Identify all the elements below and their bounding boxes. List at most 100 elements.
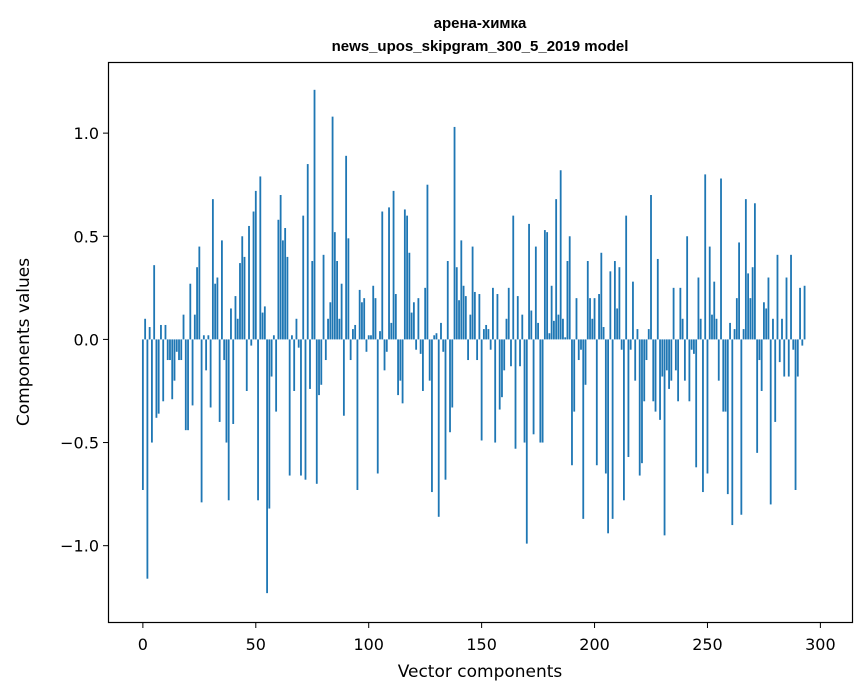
bar: [740, 339, 743, 515]
bar: [392, 190, 395, 340]
bar: [230, 308, 232, 340]
bar: [354, 324, 357, 340]
bar: [697, 277, 700, 340]
y-tick-label: −1.0: [60, 537, 99, 556]
bar: [501, 339, 503, 398]
bar: [512, 215, 515, 340]
bars-group: [141, 89, 806, 594]
bar: [455, 267, 458, 340]
bar: [586, 261, 589, 340]
bar: [663, 339, 666, 536]
bar: [331, 116, 334, 340]
bar: [187, 339, 189, 431]
bar: [654, 339, 657, 412]
bar: [571, 339, 573, 466]
y-tick-label: 0.5: [74, 227, 99, 246]
bar: [510, 339, 512, 367]
bar: [166, 339, 169, 361]
bar: [480, 339, 483, 441]
bar: [604, 339, 607, 474]
bar: [758, 339, 761, 361]
bar: [397, 339, 399, 396]
bar: [735, 298, 738, 340]
bar: [636, 329, 639, 340]
bar: [259, 176, 262, 340]
bar: [286, 256, 289, 340]
bar: [467, 339, 469, 361]
bar: [543, 230, 546, 340]
bar: [358, 289, 361, 340]
bar: [650, 195, 652, 340]
bar: [374, 298, 377, 340]
bar: [141, 339, 144, 490]
bar: [320, 339, 323, 385]
bar: [383, 339, 386, 371]
bar: [241, 236, 244, 340]
bar: [473, 291, 476, 340]
bar: [422, 339, 424, 391]
bar: [458, 300, 460, 340]
bar: [270, 339, 273, 377]
bar: [245, 339, 248, 391]
bar: [602, 327, 605, 340]
bar: [485, 324, 488, 340]
bar: [478, 294, 481, 340]
bar: [523, 339, 526, 443]
bar: [772, 318, 774, 340]
bar: [665, 339, 668, 371]
x-tick-label: 300: [805, 635, 836, 654]
bar: [690, 339, 693, 350]
bar: [266, 339, 268, 594]
bar: [239, 263, 241, 340]
bar: [277, 219, 280, 340]
bar: [365, 339, 368, 352]
bar: [182, 314, 185, 340]
bar: [178, 339, 180, 361]
bar: [333, 232, 336, 340]
bar: [169, 339, 171, 361]
bar: [218, 339, 221, 422]
bar: [584, 339, 587, 385]
bar: [537, 322, 539, 340]
bar: [555, 199, 558, 340]
bar: [160, 324, 162, 340]
bar: [232, 339, 235, 424]
bar: [275, 339, 278, 412]
bar: [785, 277, 788, 340]
bar: [720, 178, 722, 340]
bar: [767, 277, 770, 340]
bar: [638, 339, 641, 476]
bar: [444, 339, 447, 480]
bar: [311, 261, 314, 340]
bar: [162, 339, 165, 402]
bar: [363, 298, 366, 340]
bar: [733, 329, 736, 340]
bar: [632, 281, 634, 340]
bar: [573, 339, 576, 412]
bar: [656, 258, 659, 340]
bar: [424, 287, 427, 340]
bar: [717, 339, 720, 381]
bar: [711, 314, 713, 340]
chart-subtitle: news_upos_skipgram_300_5_2019 model: [332, 38, 629, 55]
bar: [338, 318, 341, 340]
bar: [279, 195, 282, 340]
bar: [688, 339, 691, 402]
bar: [399, 339, 402, 381]
bar: [643, 339, 646, 402]
bar: [189, 283, 192, 340]
bar: [681, 318, 684, 340]
x-axis-ticks: 0 50 100 150 200 250 300: [138, 622, 836, 654]
bar: [390, 322, 393, 340]
bar: [403, 209, 406, 340]
y-tick-label: 1.0: [74, 124, 99, 143]
bar: [496, 294, 499, 340]
bar: [394, 294, 397, 340]
bar: [530, 310, 533, 340]
bar: [340, 283, 343, 340]
bar: [415, 339, 418, 350]
bar: [803, 285, 806, 340]
bar: [148, 327, 151, 340]
bar: [293, 339, 296, 391]
bar: [726, 339, 729, 495]
